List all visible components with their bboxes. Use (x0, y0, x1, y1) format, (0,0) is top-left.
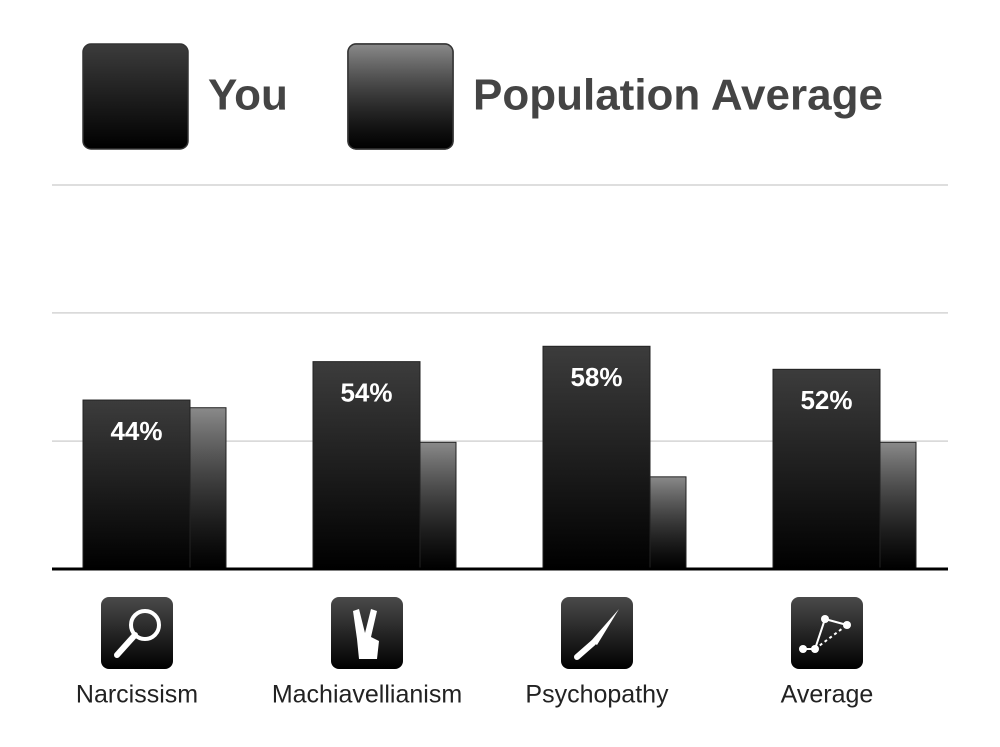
icon-machiavellianism (331, 597, 403, 669)
bar (879, 441, 917, 570)
icon-psychopathy (561, 597, 633, 669)
x-tick-label: Narcissism (76, 681, 198, 709)
x-tick-label: Average (781, 681, 874, 709)
bar (649, 476, 687, 570)
bar (419, 441, 457, 570)
legend-label: Population Average (473, 71, 883, 120)
bar (312, 361, 421, 570)
value-label: 54% (340, 378, 392, 408)
legend-swatch-shade (347, 43, 454, 150)
legend-label: You (208, 71, 288, 120)
legend-swatch (82, 43, 189, 150)
x-tick-label: Psychopathy (525, 681, 669, 709)
bar (542, 345, 651, 570)
category-icons (101, 597, 863, 669)
icon-average (791, 597, 863, 669)
value-label: 44% (110, 416, 162, 446)
icon-narcissism (101, 597, 173, 669)
x-tick-label: Machiavellianism (272, 681, 462, 709)
value-label: 52% (800, 385, 852, 415)
value-label: 58% (570, 362, 622, 392)
bar (189, 407, 227, 570)
